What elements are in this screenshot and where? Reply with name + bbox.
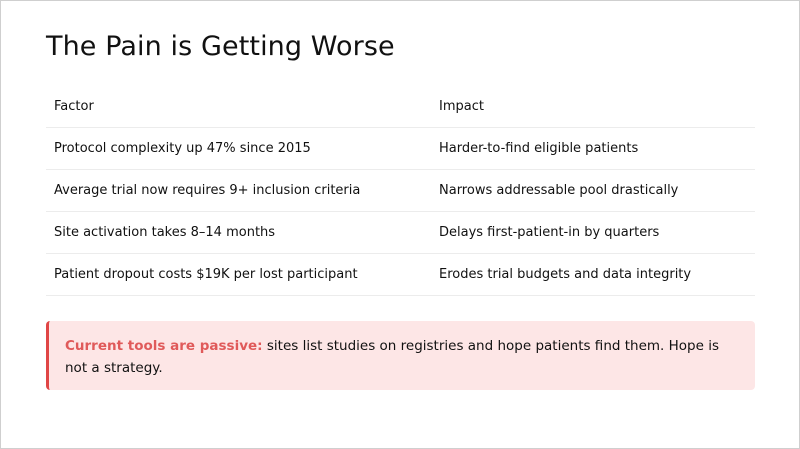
slide-title: The Pain is Getting Worse [46, 31, 395, 62]
callout-box: Current tools are passive: sites list st… [46, 321, 755, 390]
impact-cell: Erodes trial budgets and data integrity [439, 267, 692, 282]
table-header-row: Factor Impact [46, 86, 755, 128]
factor-cell: Protocol complexity up 47% since 2015 [54, 141, 311, 156]
factor-cell: Site activation takes 8–14 months [54, 225, 276, 240]
factor-impact-table: Factor Impact Protocol complexity up 47%… [46, 86, 755, 296]
header-impact: Impact [439, 99, 484, 114]
table-row: Protocol complexity up 47% since 2015 Ha… [46, 128, 755, 170]
impact-cell: Delays first-patient-in by quarters [439, 225, 660, 240]
table-row: Site activation takes 8–14 months Delays… [46, 212, 755, 254]
impact-cell: Narrows addressable pool drastically [439, 183, 679, 198]
table-row: Average trial now requires 9+ inclusion … [46, 170, 755, 212]
callout-text: sites list studies on registries and hop… [65, 338, 719, 376]
table-row: Patient dropout costs $19K per lost part… [46, 254, 755, 296]
callout-lead: Current tools are passive: [65, 338, 263, 354]
header-factor: Factor [54, 99, 94, 114]
factor-cell: Average trial now requires 9+ inclusion … [54, 183, 361, 198]
factor-cell: Patient dropout costs $19K per lost part… [54, 267, 358, 282]
impact-cell: Harder-to-find eligible patients [439, 141, 639, 156]
